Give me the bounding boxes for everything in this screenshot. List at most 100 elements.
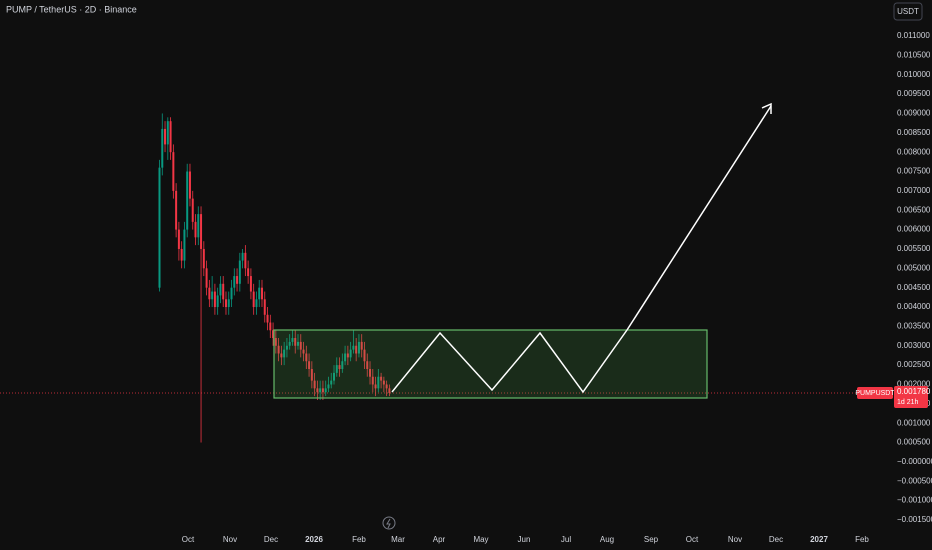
- candle-body: [305, 353, 308, 362]
- arrow-head: [761, 102, 772, 114]
- candle-body: [341, 361, 344, 369]
- candle-body: [224, 299, 227, 308]
- x-tick-label: Dec: [769, 535, 783, 544]
- candle-body: [380, 376, 383, 381]
- candle-body: [277, 345, 280, 354]
- candle-body: [202, 248, 205, 269]
- candle-body: [164, 128, 167, 145]
- candle-body: [191, 198, 194, 222]
- candle-body: [280, 353, 283, 358]
- candle-body: [291, 338, 294, 342]
- y-tick-label: 0.007500: [897, 167, 931, 176]
- candle-body: [283, 349, 286, 358]
- candle-body: [260, 287, 263, 300]
- candle-body: [357, 341, 360, 354]
- candle-body: [216, 295, 219, 308]
- candle-body: [352, 345, 355, 350]
- x-tick-label: Mar: [391, 535, 405, 544]
- y-tick-label: 0.008000: [897, 147, 931, 156]
- candle-body: [158, 167, 161, 288]
- candle-body: [321, 388, 324, 393]
- candle-body: [233, 276, 236, 288]
- candle-body: [363, 349, 366, 362]
- x-tick-label: 2027: [810, 535, 828, 544]
- y-tick-label: 0.010000: [897, 70, 931, 79]
- candle-body: [205, 268, 208, 288]
- candle-body: [319, 388, 322, 393]
- candle-body: [227, 299, 230, 308]
- candle-body: [324, 388, 327, 393]
- candle-body: [213, 291, 216, 308]
- candle-body: [266, 314, 269, 323]
- candle-body: [388, 388, 391, 393]
- candle-body: [313, 380, 316, 389]
- x-tick-label: Jun: [518, 535, 531, 544]
- candle-body: [366, 361, 369, 369]
- y-tick-label: 0.008500: [897, 128, 931, 137]
- y-tick-label: 0.003500: [897, 322, 931, 331]
- candle-body: [369, 368, 372, 377]
- candle-body: [335, 365, 338, 373]
- y-tick-label: 0.007000: [897, 186, 931, 195]
- x-tick-label: May: [473, 535, 488, 544]
- x-tick-label: 2026: [305, 535, 323, 544]
- candle-body: [263, 299, 266, 315]
- symbol-tag-label: PUMPUSDT: [855, 390, 895, 397]
- candle-body: [169, 121, 172, 153]
- candle-body: [371, 376, 374, 385]
- x-tick-label: Jul: [561, 535, 571, 544]
- candle-body: [299, 341, 302, 350]
- y-tick-label: 0.005500: [897, 244, 931, 253]
- y-tick-label: 0.001000: [897, 418, 931, 427]
- replay-icon-bolt: [386, 518, 391, 529]
- currency-label[interactable]: USDT: [897, 7, 919, 16]
- candle-body: [294, 338, 297, 346]
- y-tick-label: 0.002000: [897, 380, 931, 389]
- candle-body: [308, 361, 311, 369]
- candle-body: [211, 291, 214, 300]
- candle-body: [194, 221, 197, 238]
- candle-body: [188, 171, 191, 199]
- y-tick-label: −0.000000: [897, 457, 932, 466]
- range-box: [273, 329, 708, 399]
- y-tick-label: 0.009000: [897, 109, 931, 118]
- candle-body: [186, 171, 189, 230]
- replay-icon[interactable]: [382, 516, 396, 530]
- y-tick-label: −0.001000: [897, 496, 932, 505]
- candle-body: [249, 276, 252, 292]
- y-tick-label: 0.005000: [897, 263, 931, 272]
- chart-title: PUMP / TetherUS · 2D · Binance: [6, 4, 137, 14]
- candle-body: [274, 338, 277, 346]
- x-tick-label: Nov: [728, 535, 742, 544]
- y-tick-label: 0.000500: [897, 438, 931, 447]
- candle-body: [183, 229, 186, 261]
- candle-body: [161, 128, 164, 168]
- candle-body: [316, 388, 319, 393]
- candle-body: [346, 353, 349, 358]
- candle-body: [247, 268, 250, 277]
- candle-body: [255, 299, 258, 308]
- countdown-label: 1d 21h: [897, 399, 919, 406]
- y-tick-label: 0.010500: [897, 50, 931, 59]
- candle-body: [374, 384, 377, 389]
- candle-body: [285, 345, 288, 350]
- price-tag-label: 0.001780: [897, 387, 931, 396]
- candle-body: [166, 121, 169, 145]
- candle-body: [175, 190, 178, 230]
- candle-body: [330, 380, 333, 385]
- currency-button[interactable]: [893, 2, 923, 21]
- candle-body: [172, 152, 175, 191]
- y-tick-label: −0.000500: [897, 476, 932, 485]
- symbol-tag: [857, 386, 893, 399]
- y-tick-label: 0.006000: [897, 225, 931, 234]
- y-tick-label: −0.001500: [897, 515, 932, 524]
- x-tick-label: Oct: [686, 535, 699, 544]
- candle-body: [288, 341, 291, 346]
- candle-body: [236, 276, 239, 284]
- y-tick-label: 0.002500: [897, 360, 931, 369]
- y-tick-label: 0.004500: [897, 283, 931, 292]
- x-tick-label: Feb: [855, 535, 869, 544]
